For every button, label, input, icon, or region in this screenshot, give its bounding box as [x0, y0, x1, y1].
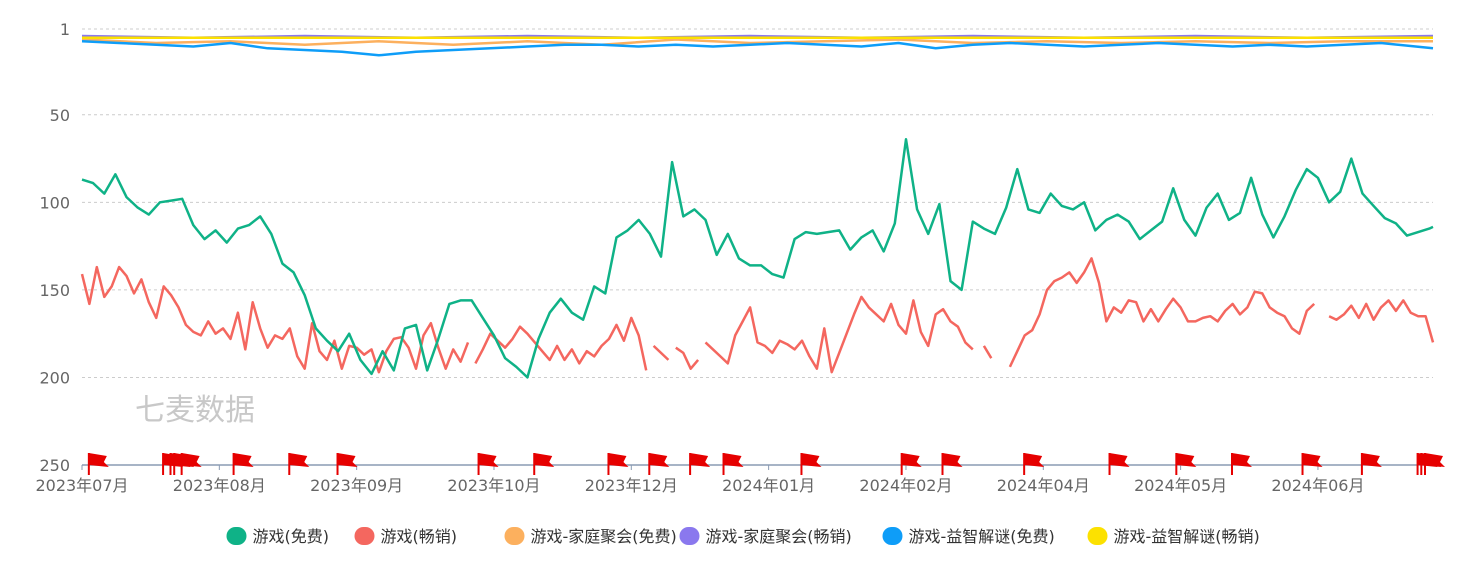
- flag-marker[interactable]: [941, 453, 963, 475]
- flag-marker[interactable]: [180, 453, 202, 475]
- legend: 游戏(免费) 游戏(畅销) 游戏-家庭聚会(免费) 游戏-家庭聚会(畅销) 游戏-益智解…: [226, 527, 1260, 546]
- legend-swatch: [226, 527, 247, 545]
- series-line: [81, 38, 1433, 47]
- grid-lines: [82, 28, 1433, 378]
- legend-swatch: [679, 527, 700, 545]
- flag-marker[interactable]: [689, 453, 711, 475]
- flag-marker[interactable]: [1023, 453, 1045, 475]
- series-line: [81, 34, 1434, 40]
- series-line: [81, 40, 1434, 57]
- x-tick-label: 2024年01月: [722, 476, 815, 495]
- flag-marker[interactable]: [900, 453, 922, 475]
- legend-label: 游戏-家庭聚会(免费): [531, 527, 677, 546]
- legend-swatch: [354, 527, 375, 545]
- flag-marker[interactable]: [1360, 453, 1382, 475]
- flag-marker[interactable]: [1108, 453, 1130, 475]
- y-tick-label: 250: [39, 456, 70, 475]
- x-axis: 2023年07月 2023年08月 2023年09月 2023年10月 2023年12月…: [35, 464, 1433, 495]
- flag-marker[interactable]: [1301, 453, 1323, 475]
- flag-marker[interactable]: [1424, 453, 1445, 475]
- legend-item[interactable]: 游戏-益智解谜(免费): [882, 527, 1055, 546]
- legend-label: 游戏-益智解谜(免费): [909, 527, 1055, 546]
- legend-item[interactable]: 游戏-家庭聚会(免费): [504, 527, 677, 546]
- flag-marker[interactable]: [232, 453, 254, 475]
- event-flags: [87, 453, 1445, 475]
- flag-marker[interactable]: [648, 453, 670, 475]
- y-tick-label: 1: [60, 20, 70, 39]
- legend-item[interactable]: 游戏(畅销): [354, 527, 458, 546]
- legend-label: 游戏(免费): [253, 527, 330, 546]
- y-tick-label: 150: [39, 281, 70, 300]
- x-tick-label: 2023年08月: [173, 476, 266, 495]
- legend-label: 游戏-家庭聚会(畅销): [706, 527, 852, 546]
- y-tick-label: 50: [50, 106, 70, 125]
- flag-marker[interactable]: [87, 453, 109, 475]
- series-line: [80, 257, 1435, 374]
- x-tick-label: 2024年05月: [1134, 476, 1227, 495]
- x-tick-label: 2023年10月: [447, 476, 540, 495]
- flag-marker[interactable]: [607, 453, 629, 475]
- legend-item[interactable]: 游戏-家庭聚会(畅销): [679, 527, 852, 546]
- flag-marker[interactable]: [477, 453, 499, 475]
- legend-item[interactable]: 游戏-益智解谜(畅销): [1087, 527, 1260, 546]
- flag-marker[interactable]: [288, 453, 310, 475]
- y-tick-label: 200: [39, 368, 70, 387]
- y-tick-label: 100: [39, 193, 70, 212]
- x-tick-label: 2023年09月: [310, 476, 403, 495]
- flag-marker[interactable]: [722, 453, 744, 475]
- x-tick-label: 2023年12月: [585, 476, 678, 495]
- watermark: 七麦数据: [135, 393, 255, 428]
- flag-marker[interactable]: [1231, 453, 1252, 475]
- legend-swatch: [882, 527, 903, 545]
- flag-marker[interactable]: [533, 453, 555, 475]
- series-line: [81, 138, 1434, 379]
- series-lines: [80, 34, 1435, 379]
- flag-marker[interactable]: [336, 453, 358, 475]
- legend-swatch: [1087, 527, 1108, 545]
- x-tick-label: 2024年06月: [1271, 476, 1364, 495]
- flag-marker[interactable]: [800, 453, 822, 475]
- flag-marker[interactable]: [1175, 453, 1197, 475]
- x-tick-label: 2023年07月: [35, 476, 128, 495]
- x-tick-label: 2024年02月: [859, 476, 952, 495]
- legend-label: 游戏(畅销): [381, 527, 458, 546]
- legend-item[interactable]: 游戏(免费): [226, 527, 330, 546]
- legend-label: 游戏-益智解谜(畅销): [1114, 527, 1260, 546]
- legend-swatch: [504, 527, 525, 545]
- x-tick-label: 2024年04月: [997, 476, 1090, 495]
